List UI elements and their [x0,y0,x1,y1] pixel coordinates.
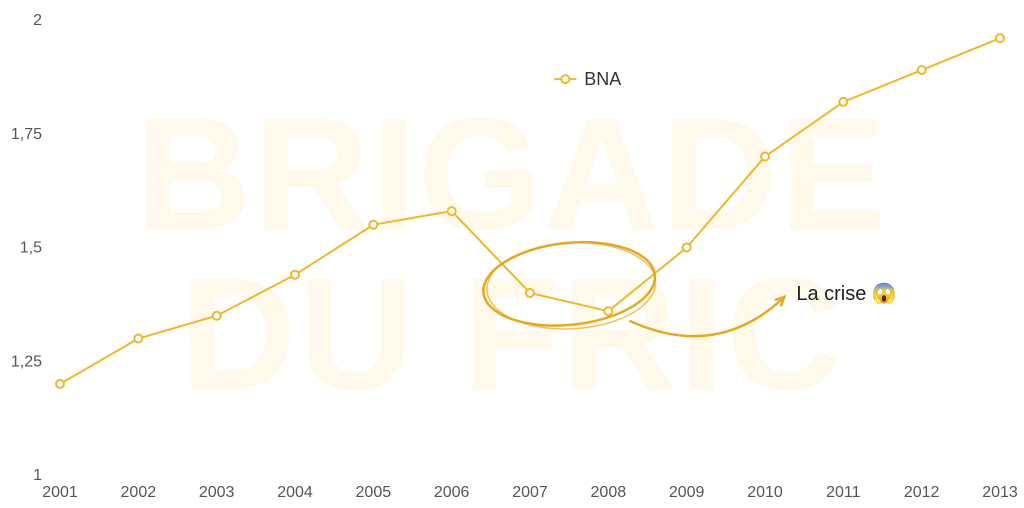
series-marker [761,153,769,161]
x-tick-label: 2002 [121,484,157,501]
x-tick-label: 2004 [277,484,313,501]
x-tick-label: 2001 [42,484,78,501]
chart-svg: 1 1,25 1,5 1,75 2 2001 2002 2003 2004 2005 2006 200… [0,0,1024,508]
series-marker [996,34,1004,42]
x-tick-label: 2006 [434,484,470,501]
x-tick-label: 2005 [356,484,392,501]
annotation-label: La crise 😱 [796,282,897,305]
annotation-ellipse [479,234,659,333]
series-marker [291,271,299,279]
series-line-bna [60,38,1000,384]
x-tick-label: 2012 [904,484,940,501]
series-marker [918,66,926,74]
y-tick-label: 1,5 [20,240,42,257]
line-chart: 1 1,25 1,5 1,75 2 2001 2002 2003 2004 2005 2006 200… [0,0,1024,508]
x-tick-label: 2007 [512,484,548,501]
x-tick-label: 2010 [747,484,783,501]
y-tick-label: 1,25 [11,353,42,370]
series-marker [839,98,847,106]
x-tick-label: 2011 [826,484,861,501]
series-marker [604,307,612,315]
x-tick-label: 2013 [982,484,1018,501]
legend-label: BNA [584,69,621,89]
series-marker [526,289,534,297]
y-tick-label: 1 [33,467,42,484]
series-marker [213,312,221,320]
series-marker [134,335,142,343]
series-marker [683,244,691,252]
series-marker [448,207,456,215]
series-marker [56,380,64,388]
annotation-arrow [629,297,784,336]
x-tick-label: 2009 [669,484,705,501]
y-tick-label: 1,75 [11,126,42,143]
legend-marker [561,75,569,83]
x-tick-label: 2003 [199,484,235,501]
series-marker [369,221,377,229]
y-tick-label: 2 [33,12,42,29]
x-tick-label: 2008 [591,484,627,501]
